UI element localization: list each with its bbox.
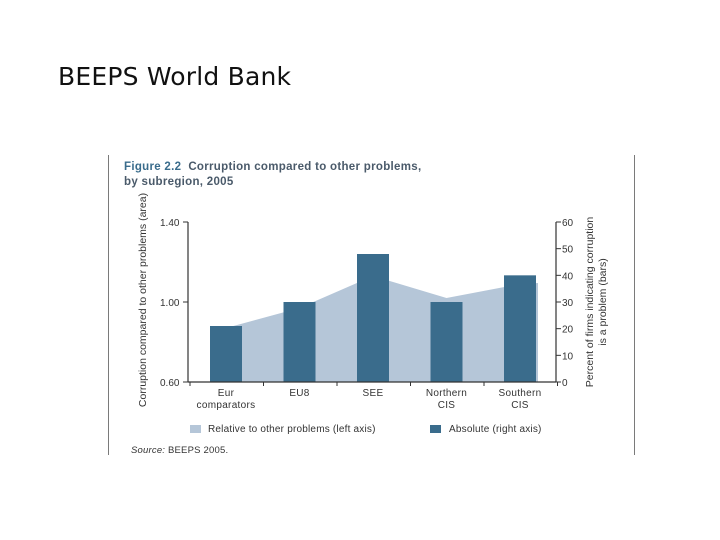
- legend-swatch-bar: [430, 425, 441, 433]
- source-label: Source:: [131, 445, 166, 456]
- axes: [183, 221, 561, 386]
- left-tick-label: 0.60: [160, 378, 180, 389]
- left-tick-label: 1.00: [160, 298, 180, 309]
- figure-number: Figure 2.2: [124, 161, 182, 173]
- category-label: SEE: [363, 388, 384, 399]
- right-tick-label: 10: [562, 351, 574, 362]
- slide-title: BEEPS World Bank: [58, 62, 292, 91]
- bar-0: [210, 326, 242, 382]
- figure-title: Figure 2.2 Corruption compared to other …: [124, 160, 584, 189]
- right-axis-title-line2: is a problem (bars): [597, 258, 609, 346]
- legend-label-bar: Absolute (right axis): [449, 424, 542, 435]
- bar-3: [430, 302, 463, 382]
- right-tick-label: 0: [562, 378, 568, 389]
- right-tick-label: 60: [562, 218, 574, 229]
- category-label: Southern: [499, 388, 542, 399]
- legend-swatch-area: [190, 425, 201, 433]
- category-label: Northern: [426, 388, 467, 399]
- legend-label-area: Relative to other problems (left axis): [208, 424, 376, 435]
- bar-1: [283, 302, 316, 382]
- right-tick-label: 40: [562, 271, 574, 282]
- bar-2: [357, 254, 389, 382]
- category-label: Eur: [218, 388, 235, 399]
- left-tick-label: 1.40: [160, 218, 180, 229]
- right-tick-label: 20: [562, 325, 574, 336]
- category-label: CIS: [438, 400, 456, 411]
- bar-series: [210, 254, 536, 382]
- right-tick-label: 50: [562, 245, 574, 256]
- category-label: comparators: [197, 400, 256, 411]
- figure-source: Source: BEEPS 2005.: [131, 445, 228, 456]
- source-text: BEEPS 2005.: [167, 445, 229, 456]
- figure-title-line1: Corruption compared to other problems,: [188, 161, 422, 173]
- legend: Relative to other problems (left axis) Ab…: [190, 424, 542, 435]
- bar-4: [504, 275, 536, 382]
- category-label: EU8: [289, 388, 309, 399]
- category-label: CIS: [511, 400, 529, 411]
- left-axis-title: Corruption compared to other problems (a…: [137, 193, 149, 407]
- figure-title-line2: by subregion, 2005: [124, 175, 234, 188]
- right-axis-title-line1: Percent of firms indicating corruption: [584, 217, 596, 388]
- right-tick-label: 30: [562, 298, 574, 309]
